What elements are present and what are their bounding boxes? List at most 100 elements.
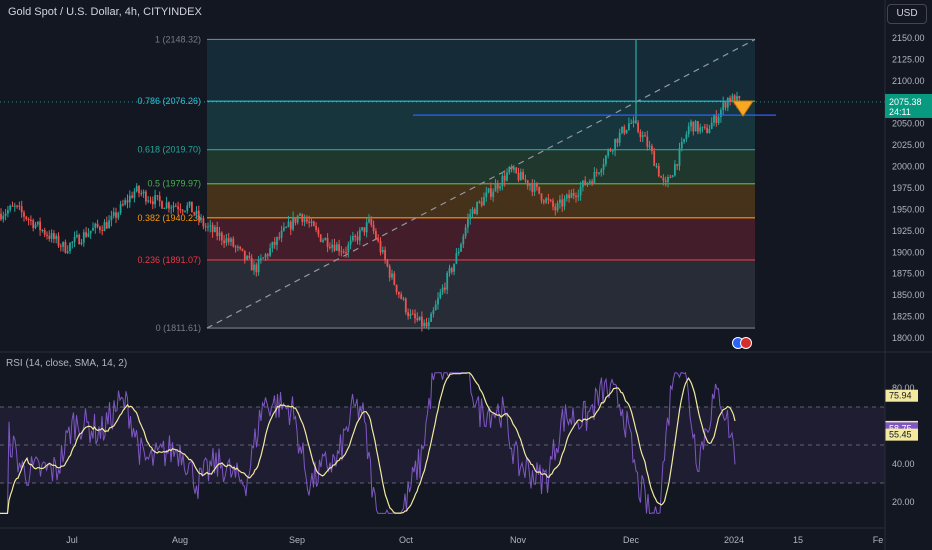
candle-body — [34, 224, 37, 228]
candle-body — [200, 218, 202, 220]
event-icon — [740, 337, 752, 349]
candle-body — [444, 287, 446, 290]
candle-body — [0, 213, 2, 220]
candle-body — [667, 177, 669, 183]
candle-body — [237, 246, 239, 248]
candle-body — [517, 172, 520, 181]
candle-body — [154, 195, 156, 205]
candle-body — [494, 183, 497, 192]
candle-body — [377, 238, 380, 241]
rsi-value-badge — [885, 428, 918, 441]
candle-body — [563, 198, 566, 207]
candle-body — [193, 212, 196, 215]
candle-body — [223, 240, 225, 244]
candle-body — [335, 244, 338, 251]
candle-body — [342, 251, 345, 253]
candle-body — [724, 102, 727, 108]
candle-body — [172, 205, 175, 208]
fib-retracement: 1 (2148.32) 0.786 (2076.26) 0.618 (2019.70… — [137, 34, 756, 333]
candle-body — [669, 177, 672, 179]
price-tick-label: 1975.00 — [892, 183, 925, 193]
candle-body — [285, 227, 288, 229]
candle-body — [94, 223, 97, 228]
candle-body — [209, 225, 212, 227]
candle-body — [400, 294, 403, 299]
currency-button[interactable]: USD — [887, 4, 927, 24]
candle-body — [101, 229, 104, 232]
candle-body — [257, 259, 260, 273]
candle-body — [648, 145, 651, 147]
candle-body — [731, 95, 734, 102]
candle-body — [177, 206, 179, 209]
candle-body — [232, 238, 235, 247]
candle-body — [609, 150, 612, 152]
candle-body — [301, 213, 304, 222]
candle-body — [345, 252, 347, 254]
rsi-tick-label: 20.00 — [892, 497, 915, 507]
candle-body — [234, 246, 237, 248]
time-tick-label: Sep — [289, 535, 305, 545]
candle-body — [655, 165, 658, 167]
candle-body — [446, 272, 449, 290]
candle-body — [644, 135, 646, 137]
candle-body — [48, 235, 51, 239]
candle-body — [36, 221, 39, 225]
candle-body — [575, 195, 577, 198]
candle-body — [437, 298, 439, 305]
candle-body — [312, 221, 315, 227]
candle-body — [296, 215, 299, 223]
candle-body — [480, 201, 483, 206]
candle-body — [729, 97, 731, 102]
candle-body — [425, 322, 428, 327]
candle-body — [99, 226, 101, 230]
candle-body — [294, 217, 297, 223]
candle-body — [611, 150, 614, 152]
down-arrow-icon — [732, 100, 754, 117]
candle-body — [197, 210, 200, 220]
candle-body — [11, 205, 14, 207]
candle-body — [135, 186, 138, 192]
candle-body — [503, 175, 506, 181]
candle-body — [372, 224, 375, 232]
candle-body — [375, 231, 377, 239]
candle-body — [432, 310, 435, 314]
candle-body — [225, 238, 228, 244]
candle-body — [421, 316, 423, 327]
rsi-ma-line — [0, 372, 736, 514]
time-tick-label: Aug — [172, 535, 188, 545]
rsi-title: RSI (14, close, SMA, 14, 2) — [6, 358, 128, 369]
candle-body — [145, 191, 147, 202]
candle-body — [241, 248, 244, 251]
candle-body — [398, 291, 400, 295]
candle-body — [701, 126, 704, 128]
fib-zone — [207, 183, 755, 218]
candle-body — [582, 180, 584, 187]
candle-body — [411, 313, 414, 315]
candle-body — [501, 175, 504, 187]
candle-body — [485, 192, 488, 198]
fib-trend-line — [206, 38, 756, 329]
candle-body — [269, 248, 271, 256]
candle-body — [117, 212, 120, 218]
candle-body — [163, 208, 166, 210]
candle-body — [427, 321, 430, 327]
candle-body — [181, 210, 184, 212]
candle-body — [662, 177, 665, 181]
candle-body — [678, 148, 681, 166]
candle-body — [20, 206, 23, 213]
candle-body — [674, 164, 676, 176]
rsi-tick-label: 80.00 — [892, 383, 915, 393]
candle-body — [697, 121, 699, 132]
candle-body — [506, 172, 508, 181]
candle-body — [363, 227, 366, 233]
candle-body — [140, 193, 143, 195]
rsi-tick-label: 40.00 — [892, 459, 915, 469]
candle-body — [577, 195, 580, 198]
candle-body — [733, 95, 736, 105]
candle-body — [651, 145, 653, 152]
price-tick-label: 2000.00 — [892, 162, 925, 172]
candle-body — [55, 235, 58, 240]
candle-body — [616, 138, 619, 143]
